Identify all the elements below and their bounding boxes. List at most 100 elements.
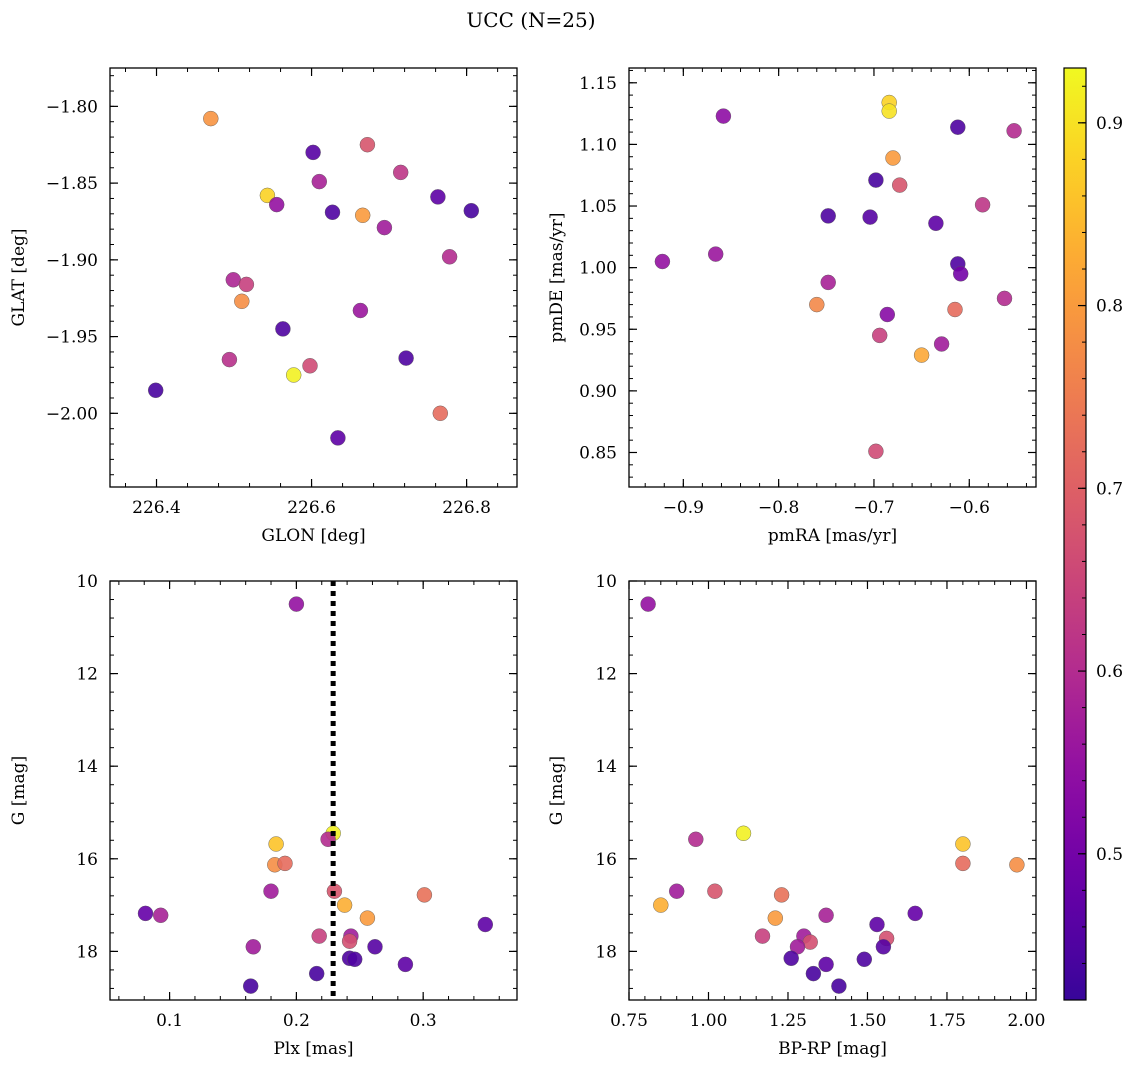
data-point	[477, 916, 493, 933]
panel-pmra-pmde: −0.9 −0.8 −0.7 −0.6 0.85 0.90 0.95 1.00 1.05 1.10…	[547, 67, 1037, 546]
axes-frame	[109, 67, 518, 488]
y-tick-label: −1.95	[46, 328, 98, 348]
panels: 226.4 226.6 226.8 −1.80 −1.85 −1.90 −1.95 −2.00…	[9, 67, 1045, 1059]
points	[640, 596, 1025, 994]
data-point	[869, 916, 885, 933]
data-point	[347, 951, 363, 967]
y-axis-label: G [mag]	[9, 756, 29, 825]
data-point	[275, 321, 291, 337]
data-point	[754, 928, 771, 944]
data-point	[242, 978, 259, 994]
data-point	[868, 443, 884, 459]
y-axis-label: G [mag]	[547, 756, 567, 825]
x-tick-label: 226.4	[132, 498, 181, 518]
data-point	[416, 887, 433, 903]
data-point	[640, 596, 656, 612]
data-point	[234, 293, 250, 309]
figure-title: UCC (N=25)	[466, 8, 595, 32]
minor-ticks	[110, 68, 517, 487]
x-axis-label: pmRA [mas/yr]	[768, 526, 897, 546]
y-axis-label: GLAT [deg]	[9, 228, 29, 326]
x-tick-label: 0.2	[283, 1011, 310, 1031]
minor-ticks	[628, 580, 1036, 1000]
data-point	[352, 302, 369, 319]
data-point	[892, 177, 908, 193]
data-point	[862, 209, 878, 225]
data-point	[355, 207, 371, 224]
data-point	[653, 897, 669, 913]
y-tick-label: −1.90	[46, 251, 98, 271]
data-point	[907, 905, 923, 922]
x-tick-label: −0.9	[663, 498, 704, 518]
x-tick-label: 0.3	[410, 1011, 437, 1031]
y-tick-label: 1.15	[579, 74, 617, 94]
x-tick-label: 1.25	[769, 1011, 807, 1031]
data-point	[955, 836, 971, 852]
data-point	[947, 301, 963, 318]
data-point	[669, 883, 685, 899]
data-point	[152, 907, 169, 923]
data-point	[147, 382, 164, 398]
axes-frame	[628, 67, 1037, 488]
x-axis-label: GLON [deg]	[261, 526, 365, 546]
data-point	[715, 108, 732, 124]
y-axis-label: pmDE [mas/yr]	[547, 212, 567, 342]
x-tick-label: 1.75	[928, 1011, 966, 1031]
x-tick-label: 1.50	[849, 1011, 887, 1031]
data-point	[398, 350, 414, 366]
data-point	[238, 276, 255, 293]
data-point	[441, 249, 458, 265]
y-tick-label: −2.00	[46, 404, 98, 424]
data-point	[430, 189, 446, 205]
data-point	[933, 336, 950, 352]
y-tick-label: 18	[595, 942, 617, 962]
x-tick-label: −0.6	[949, 498, 990, 518]
colorbar-tick-label: 0.6	[1096, 662, 1123, 682]
data-point	[809, 296, 825, 313]
data-point	[225, 272, 242, 288]
data-point	[953, 266, 969, 282]
data-point	[950, 119, 966, 135]
data-point	[336, 897, 353, 913]
data-point	[767, 910, 783, 926]
x-tick-label: −0.7	[853, 498, 894, 518]
data-point	[203, 110, 219, 127]
data-point	[277, 855, 293, 872]
data-point	[268, 836, 284, 852]
points	[147, 110, 479, 446]
data-point	[708, 246, 724, 262]
points	[654, 94, 1022, 459]
y-tick-label: 12	[76, 665, 98, 685]
data-point	[885, 150, 901, 166]
x-tick-label: 226.6	[287, 498, 336, 518]
axes-frame	[109, 580, 518, 1001]
y-tick-label: 0.95	[579, 320, 617, 340]
colorbar-tick-label: 0.9	[1096, 114, 1123, 134]
data-point	[376, 219, 393, 236]
x-tick-label: 226.8	[442, 498, 491, 518]
data-point	[311, 928, 327, 944]
y-tick-label: 1.10	[579, 135, 617, 155]
y-tick-label: 0.85	[579, 443, 617, 463]
axes-frame	[628, 580, 1037, 1001]
data-point	[872, 327, 888, 344]
data-point	[432, 405, 448, 421]
data-point	[341, 933, 358, 949]
y-tick-label: −1.85	[46, 174, 98, 194]
data-point	[773, 887, 790, 903]
data-point	[259, 187, 276, 204]
data-point	[820, 274, 836, 291]
data-point	[1006, 123, 1022, 139]
data-point	[263, 883, 279, 899]
y-tick-label: 14	[76, 757, 98, 777]
data-point	[393, 164, 409, 181]
data-point	[879, 306, 895, 323]
data-point	[735, 825, 752, 841]
data-point	[820, 208, 836, 224]
data-point	[707, 883, 723, 899]
data-point	[856, 951, 872, 967]
data-point	[324, 204, 341, 221]
y-tick-label: −1.80	[46, 97, 98, 117]
data-point	[868, 172, 884, 188]
data-point	[311, 173, 327, 190]
